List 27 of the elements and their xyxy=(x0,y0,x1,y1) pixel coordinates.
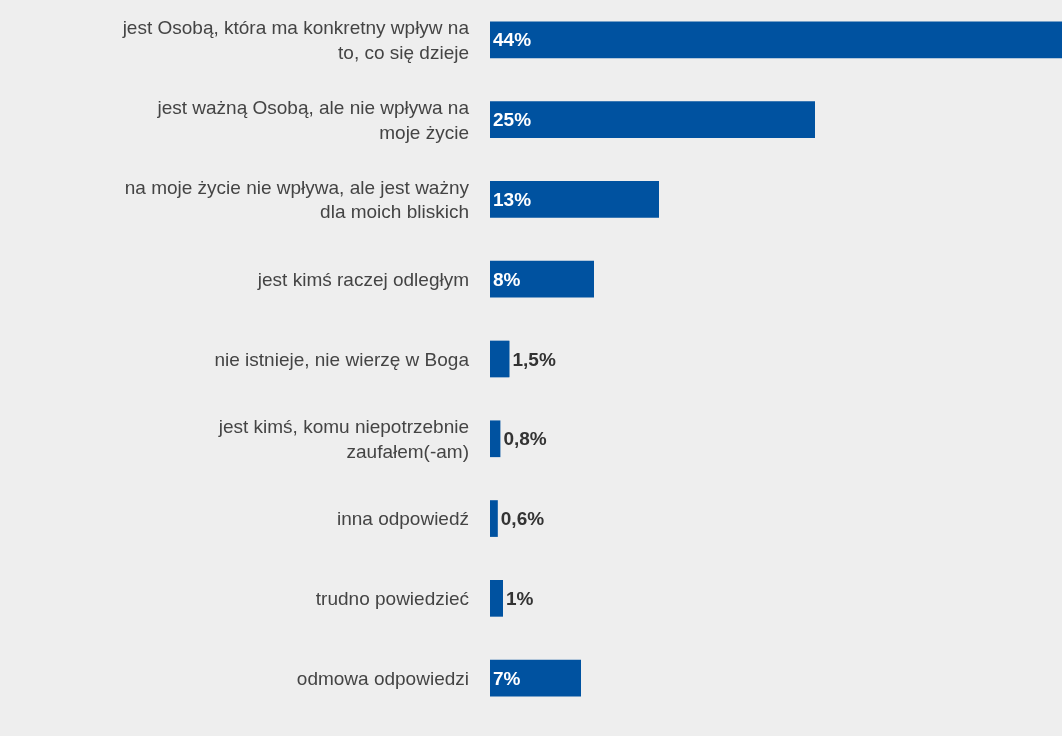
y-tick-label: trudno powiedzieć xyxy=(315,587,469,609)
y-tick-label: na moje życie nie wpływa, ale jest ważny dla moich bliskich xyxy=(124,176,470,223)
bar xyxy=(490,260,594,298)
bar xyxy=(490,101,815,139)
data-label: 0,8% xyxy=(503,428,547,450)
bar xyxy=(490,500,498,537)
data-label: 13% xyxy=(493,188,532,210)
bar xyxy=(490,420,501,458)
bar xyxy=(490,340,510,378)
bar xyxy=(490,579,503,617)
data-label: 1% xyxy=(506,587,534,609)
data-label: 44% xyxy=(493,29,532,51)
y-tick-label: jest Osobą, która ma konkretny wpływ na to, co się dzieje xyxy=(121,17,470,63)
y-tick-label: jest ważną Osobą, ale nie wpływa na moje życie xyxy=(156,96,470,143)
data-label: 1,5% xyxy=(512,348,556,370)
y-tick-label: inna odpowiedź xyxy=(336,508,469,530)
bar xyxy=(490,659,581,697)
data-label: 7% xyxy=(493,667,521,689)
y-tick-label: jest kimś, komu niepotrzebnie zaufałem(-am) xyxy=(217,416,469,462)
y-tick-label: jest kimś raczej odległym xyxy=(256,268,469,290)
data-label: 25% xyxy=(493,109,532,131)
bar xyxy=(490,21,1062,59)
data-label: 0,6% xyxy=(500,508,545,530)
data-label: 8% xyxy=(493,268,521,290)
bar xyxy=(490,181,659,218)
y-tick-label: nie istnieje, nie wierzę w Boga xyxy=(214,348,470,370)
y-tick-label: odmowa odpowiedzi xyxy=(296,667,469,689)
